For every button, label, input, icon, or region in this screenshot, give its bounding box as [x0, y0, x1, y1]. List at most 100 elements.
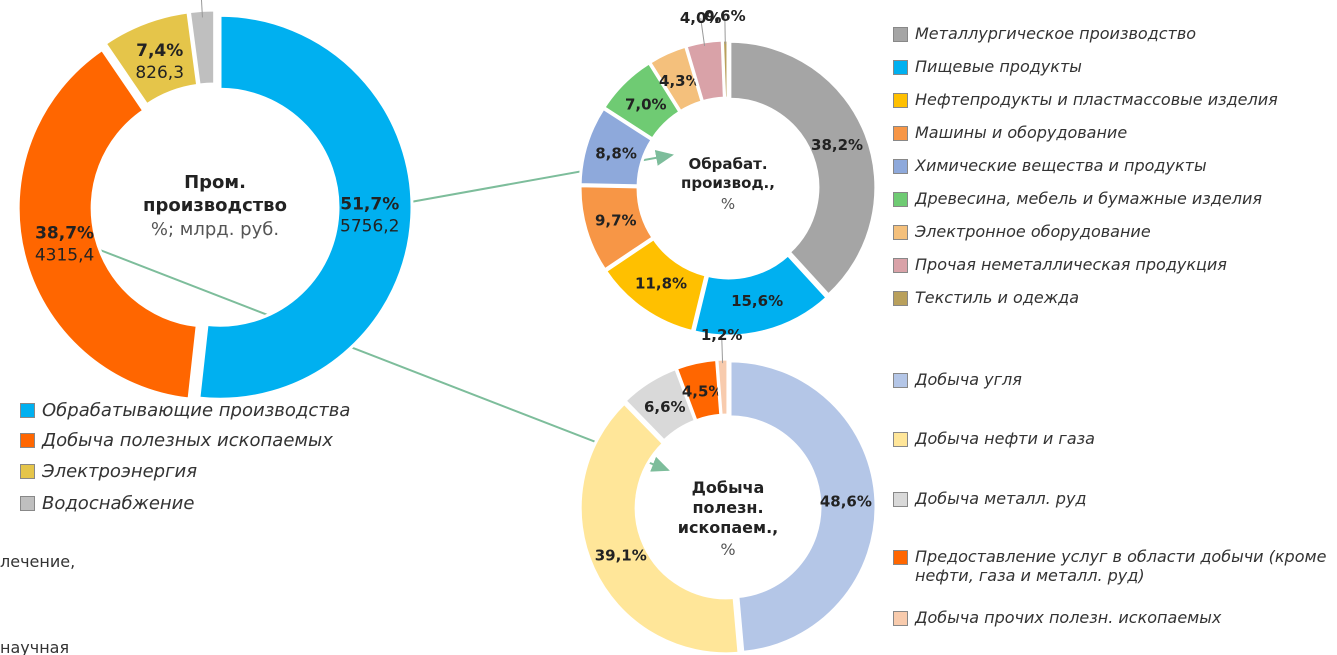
legend-item: Прочая неметаллическая продукция — [893, 255, 1337, 274]
center-subtitle: % — [720, 194, 736, 213]
donut-slice — [578, 401, 741, 655]
connector-arrow — [99, 249, 670, 472]
legend-item: Добыча прочих полезн. ископаемых — [893, 608, 1337, 627]
amount-label: 826,3 — [135, 63, 184, 83]
legend-item: Добыча нефти и газа — [893, 429, 1337, 448]
amount-label: 4315,4 — [35, 245, 94, 265]
percent-label: 4,5% — [682, 382, 724, 400]
legend-item: Предоставление услуг в области добычи (к… — [893, 547, 1337, 585]
leader-line — [700, 18, 706, 46]
leader-line — [721, 335, 724, 364]
cut-text: лечение, — [0, 552, 76, 571]
data-label: 1,2% — [701, 326, 743, 344]
legend-label: Предоставление услуг в области добычи (к… — [915, 547, 1327, 585]
center-label: Добыча полезн. ископаем.,% — [663, 478, 793, 559]
legend-label: Добыча металл. руд — [915, 489, 1087, 508]
legend-swatch — [893, 291, 908, 306]
legend-swatch — [893, 60, 908, 75]
legend-swatch — [20, 403, 35, 418]
donut-slice — [728, 359, 878, 654]
percent-label: 1,2% — [701, 326, 743, 344]
legend-label: Электроэнергия — [42, 461, 198, 482]
legend-label: Обрабатывающие производства — [42, 400, 351, 421]
data-label: 0,6% — [704, 7, 746, 25]
percent-label: 48,6% — [820, 492, 872, 510]
donut-slice — [692, 252, 830, 338]
legend-swatch — [20, 496, 35, 511]
legend-swatch — [893, 611, 908, 626]
legend-swatch — [893, 225, 908, 240]
percent-label: 7,4% — [136, 41, 183, 61]
center-title: Добыча полезн. ископаем., — [677, 478, 779, 537]
center-label: Пром. производство %; млрд. руб. — [120, 172, 310, 240]
legend-item: Добыча металл. руд — [893, 489, 1337, 508]
center-subtitle: % — [720, 540, 736, 559]
legend-label: Нефтепродукты и пластмассовые изделия — [915, 90, 1278, 109]
legend-item: Пищевые продукты — [893, 57, 1337, 76]
legend-label: Машины и оборудование — [915, 123, 1128, 142]
center-label: Обрабат. производ.,% — [668, 155, 788, 213]
center-title: Обрабат. производ., — [681, 155, 775, 192]
legend-label: Металлургическое производство — [915, 24, 1197, 43]
legend-swatch — [893, 550, 908, 565]
percent-label: 11,8% — [635, 274, 687, 292]
donut-slice — [728, 39, 878, 298]
data-label: 4,0% — [680, 9, 722, 27]
percent-label: 51,7% — [340, 195, 399, 215]
percent-label: 8,8% — [595, 144, 637, 162]
legend-swatch — [893, 492, 908, 507]
legend-label: Добыча полезных ископаемых — [42, 430, 333, 451]
legend-swatch — [893, 126, 908, 141]
legend-label: Добыча прочих полезн. ископаемых — [915, 608, 1222, 627]
percent-label: 7,0% — [625, 95, 667, 113]
legend-label: Водоснабжение — [42, 493, 195, 514]
legend-label: Добыча нефти и газа — [915, 429, 1095, 448]
legend-swatch — [893, 93, 908, 108]
legend-label: Древесина, мебель и бумажные изделия — [915, 189, 1262, 208]
legend-item: Водоснабжение — [20, 493, 440, 514]
legend-item: Машины и оборудование — [893, 123, 1337, 142]
amount-label: 5756,2 — [340, 217, 399, 237]
percent-label: 4,0% — [680, 9, 722, 27]
legend-label: Текстиль и одежда — [915, 288, 1079, 307]
percent-label: 4,3% — [659, 72, 701, 90]
legend-item: Добыча угля — [893, 370, 1337, 389]
donut-slice — [16, 47, 199, 401]
leader-line — [200, 0, 203, 18]
legend-item: Обрабатывающие производства — [20, 400, 440, 421]
donut-slice — [187, 8, 217, 87]
percent-label: 15,6% — [731, 292, 783, 310]
percent-label: 9,7% — [595, 211, 637, 229]
center-subtitle: %; млрд. руб. — [150, 219, 280, 240]
legend-label: Химические вещества и продукты — [915, 156, 1207, 175]
percent-label: 38,7% — [35, 223, 94, 243]
legend-item: Добыча полезных ископаемых — [20, 430, 440, 451]
percent-label: 0,6% — [704, 7, 746, 25]
legend-item: Электроэнергия — [20, 461, 440, 482]
cut-text: научная — [0, 638, 70, 655]
legend-label: Электронное оборудование — [915, 222, 1151, 241]
legend-item: Древесина, мебель и бумажные изделия — [893, 189, 1337, 208]
legend-swatch — [893, 192, 908, 207]
legend-swatch — [893, 373, 908, 388]
legend-swatch — [893, 258, 908, 273]
legend-label: Прочая неметаллическая продукция — [915, 255, 1227, 274]
legend-swatch — [893, 432, 908, 447]
legend-item: Текстиль и одежда — [893, 288, 1337, 307]
legend-item: Нефтепродукты и пластмассовые изделия — [893, 90, 1337, 109]
donut-slice — [715, 357, 730, 417]
legend-swatch — [893, 159, 908, 174]
donut-slice — [197, 13, 414, 401]
center-title: Пром. производство — [143, 172, 287, 216]
legend-label: Пищевые продукты — [915, 57, 1082, 76]
percent-label: 39,1% — [595, 547, 647, 565]
legend-item: Химические вещества и продукты — [893, 156, 1337, 175]
percent-label: 38,2% — [811, 136, 863, 154]
legend-swatch — [893, 27, 908, 42]
donut-slice — [720, 38, 730, 100]
legend-item: Электронное оборудование — [893, 222, 1337, 241]
legend-item: Металлургическое производство — [893, 24, 1337, 43]
legend-swatch — [20, 433, 35, 448]
